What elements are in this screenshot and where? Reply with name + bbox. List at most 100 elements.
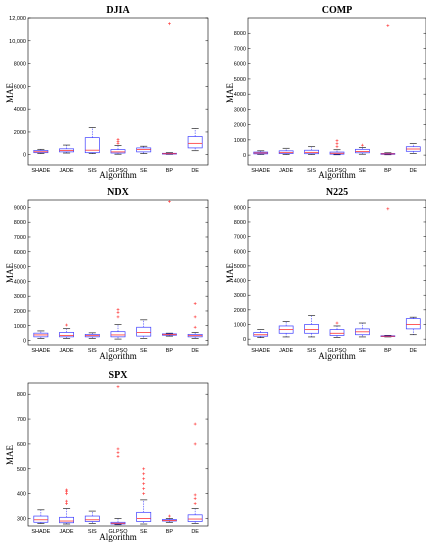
box-jade (278, 321, 294, 338)
panel-title: N225 (326, 187, 348, 198)
y-tick-label: 2000 (234, 123, 246, 129)
x-tick-label: JADE (60, 529, 74, 535)
iqr-box (33, 515, 49, 523)
y-tick-label: 8000 (234, 31, 246, 37)
y-tick-label: 5000 (14, 265, 26, 271)
box-glpso (329, 321, 345, 338)
box-jade (59, 144, 74, 154)
iqr-box (84, 515, 100, 522)
box-shade (33, 509, 49, 524)
outlier-point (193, 325, 197, 329)
x-tick-label: JADE (60, 168, 74, 174)
outlier-point (193, 502, 197, 506)
x-tick-label: DE (409, 348, 417, 354)
x-axis-label: Algorithm (99, 170, 137, 180)
box-glpso (110, 385, 126, 526)
y-tick-label: 1000 (234, 322, 246, 328)
x-tick-label: SE (140, 529, 148, 535)
outlier-point (193, 315, 197, 319)
x-tick-label: SIS (307, 168, 316, 174)
panel-spx: SPX MAE Algorithm 300 400 500 600 700 800 SHADE JA… (5, 370, 209, 542)
outlier-point (168, 22, 171, 26)
y-tick-label: 8000 (14, 220, 26, 226)
y-tick-label: 600 (17, 442, 26, 448)
y-tick-label: 2000 (14, 130, 26, 136)
outlier-point (116, 451, 120, 455)
y-tick-label: 6000 (234, 62, 246, 68)
iqr-box (59, 516, 74, 524)
x-tick-label: SHADE (31, 168, 50, 174)
x-tick-label: GLPSO (109, 168, 129, 174)
outlier-point (142, 477, 146, 481)
y-tick-label: 300 (17, 517, 26, 523)
iqr-box (59, 332, 74, 338)
outlier-point (142, 492, 146, 496)
outlier-point (335, 142, 339, 146)
box-sis (84, 127, 100, 154)
y-tick-label: 4000 (234, 92, 246, 98)
outlier-point (65, 499, 68, 503)
outlier-point (116, 315, 120, 319)
y-tick-label: 800 (17, 392, 26, 398)
x-tick-label: GLPSO (109, 529, 129, 535)
y-tick-label: 500 (17, 467, 26, 473)
x-tick-label: SE (359, 348, 367, 354)
y-tick-label: 9000 (234, 205, 246, 211)
plot-frame (247, 17, 426, 166)
box-sis (84, 332, 100, 339)
y-tick-label: 6000 (14, 250, 26, 256)
box-jade (59, 323, 74, 339)
y-tick-label: 5000 (234, 77, 246, 83)
box-shade (253, 329, 269, 338)
y-tick-label: 7000 (234, 46, 246, 52)
iqr-box (278, 150, 294, 154)
outlier-point (193, 302, 197, 305)
outlier-point (335, 321, 339, 325)
outlier-point (168, 200, 171, 203)
panel-comp: COMP MAE Algorithm 0 1000 2000 3000 4000 5000 600… (225, 5, 426, 180)
outlier-point (142, 467, 146, 471)
plot-frame (27, 199, 209, 346)
panel-title: COMP (322, 5, 353, 16)
y-tick-label: 700 (17, 417, 26, 423)
x-tick-label: DE (191, 168, 199, 174)
x-tick-label: JADE (279, 348, 293, 354)
y-tick-label: 1000 (14, 324, 26, 330)
x-tick-label: SHADE (31, 348, 50, 354)
outlier-point (193, 422, 197, 426)
y-tick-label: 400 (17, 492, 26, 498)
x-tick-label: JADE (60, 348, 74, 354)
outlier-point (193, 497, 197, 501)
y-axis-label: MAE (225, 262, 235, 283)
iqr-box (329, 329, 345, 336)
box-se (136, 319, 152, 339)
box-de (187, 422, 203, 524)
x-tick-label: SE (140, 168, 148, 174)
y-axis-label: MAE (5, 444, 15, 465)
y-tick-label: 7000 (234, 235, 246, 241)
x-tick-label: DE (409, 168, 417, 174)
panel-title: SPX (109, 370, 129, 381)
outlier-point (116, 447, 120, 451)
y-tick-label: 10,000 (9, 39, 26, 45)
box-se (136, 467, 152, 525)
box-se (136, 145, 152, 154)
y-tick-label: 4000 (234, 279, 246, 285)
iqr-box (84, 137, 100, 154)
box-glpso (329, 139, 345, 156)
iqr-box (304, 324, 319, 334)
outlier-point (116, 311, 120, 314)
outlier-point (65, 492, 68, 496)
y-tick-label: 2000 (14, 309, 26, 315)
outlier-point (116, 308, 120, 311)
box-de (187, 302, 203, 339)
x-tick-label: SHADE (251, 168, 270, 174)
box-bp (162, 514, 177, 523)
outlier-point (65, 323, 68, 327)
outlier-point (116, 137, 120, 141)
x-tick-label: BP (166, 529, 174, 535)
x-tick-label: SIS (307, 348, 316, 354)
x-tick-label: SIS (88, 529, 97, 535)
x-tick-label: BP (384, 168, 392, 174)
x-tick-label: GLPSO (328, 168, 348, 174)
